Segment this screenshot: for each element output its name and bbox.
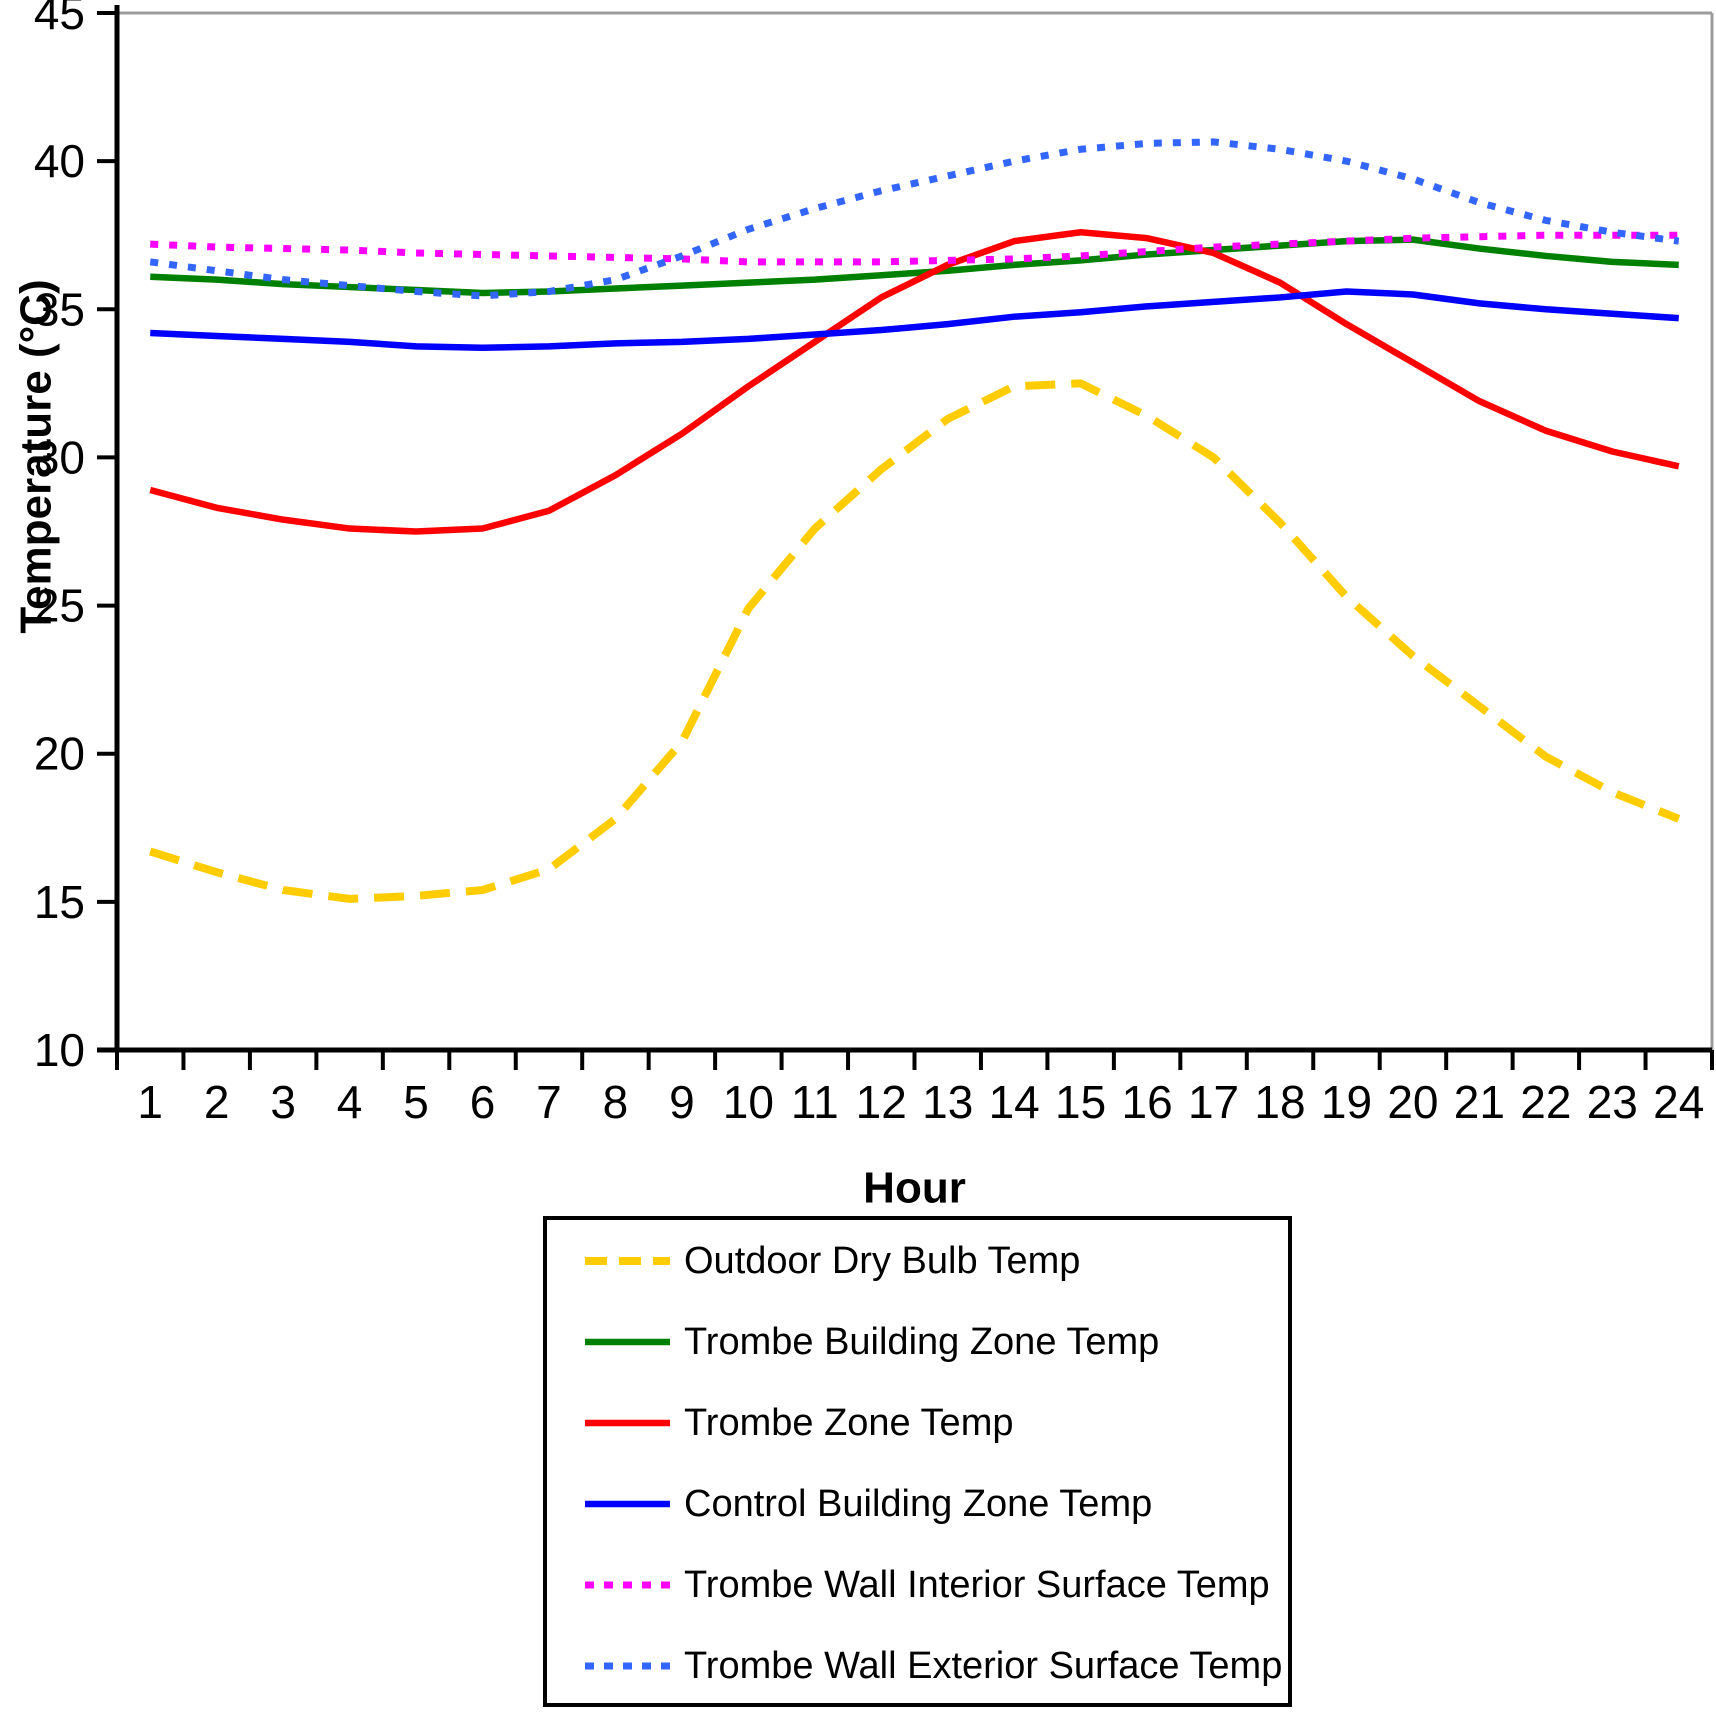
series-line-4 [150, 231, 1679, 266]
x-tick-label: 5 [403, 1076, 429, 1128]
y-tick-label: 40 [34, 135, 85, 187]
x-tick-label: 11 [791, 1076, 839, 1128]
x-tick-label: 12 [856, 1076, 907, 1128]
legend-item: Outdoor Dry Bulb Temp [585, 1240, 1080, 1282]
legend-label-3: Control Building Zone Temp [684, 1483, 1152, 1525]
x-tick-label: 6 [470, 1076, 496, 1128]
legend-item: Trombe Building Zone Temp [585, 1321, 1159, 1363]
legend-item: Trombe Zone Temp [585, 1402, 1013, 1444]
y-tick-label: 30 [34, 431, 85, 483]
x-tick-label: 20 [1387, 1076, 1438, 1128]
x-tick-label: 17 [1188, 1076, 1239, 1128]
x-tick-label: 4 [337, 1076, 363, 1128]
y-tick-label: 10 [34, 1024, 85, 1076]
legend-item: Trombe Wall Exterior Surface Temp [585, 1645, 1282, 1687]
y-tick-label: 35 [34, 283, 85, 335]
x-axis-title: Hour [863, 1164, 966, 1213]
series-line-0 [149, 379, 1681, 903]
x-tick-label: 16 [1122, 1076, 1173, 1128]
series-line-5 [149, 138, 1680, 300]
y-tick-label: 45 [34, 0, 85, 39]
y-tick-label: 15 [34, 876, 85, 928]
x-tick-label: 3 [270, 1076, 296, 1128]
legend-label-5: Trombe Wall Exterior Surface Temp [684, 1645, 1282, 1687]
legend-item: Control Building Zone Temp [585, 1483, 1152, 1525]
series-line-3 [150, 288, 1679, 352]
x-tick-label: 7 [536, 1076, 562, 1128]
x-tick-label: 8 [603, 1076, 629, 1128]
y-tick-label: 25 [34, 580, 85, 632]
x-tick-label: 2 [204, 1076, 230, 1128]
legend-label-1: Trombe Building Zone Temp [684, 1321, 1159, 1363]
y-axis-title: Temperature (°C) [12, 279, 61, 633]
x-tick-label: 15 [1055, 1076, 1106, 1128]
x-tick-label: 18 [1254, 1076, 1305, 1128]
legend-label-2: Trombe Zone Temp [684, 1402, 1013, 1444]
legend-label-4: Trombe Wall Interior Surface Temp [684, 1564, 1270, 1606]
x-tick-label: 22 [1520, 1076, 1571, 1128]
series-line-2 [149, 229, 1680, 535]
legend-item: Trombe Wall Interior Surface Temp [585, 1564, 1270, 1606]
x-tick-label: 19 [1321, 1076, 1372, 1128]
y-tick-label: 20 [34, 728, 85, 780]
x-tick-label: 1 [137, 1076, 163, 1128]
x-tick-label: 24 [1653, 1076, 1704, 1128]
legend-label-0: Outdoor Dry Bulb Temp [684, 1240, 1080, 1282]
x-tick-label: 14 [989, 1076, 1040, 1128]
legend-box [543, 1216, 1292, 1707]
x-tick-label: 10 [723, 1076, 774, 1128]
x-tick-label: 21 [1454, 1076, 1505, 1128]
x-tick-label: 13 [922, 1076, 973, 1128]
x-tick-label: 23 [1587, 1076, 1638, 1128]
x-tick-label: 9 [669, 1076, 695, 1128]
